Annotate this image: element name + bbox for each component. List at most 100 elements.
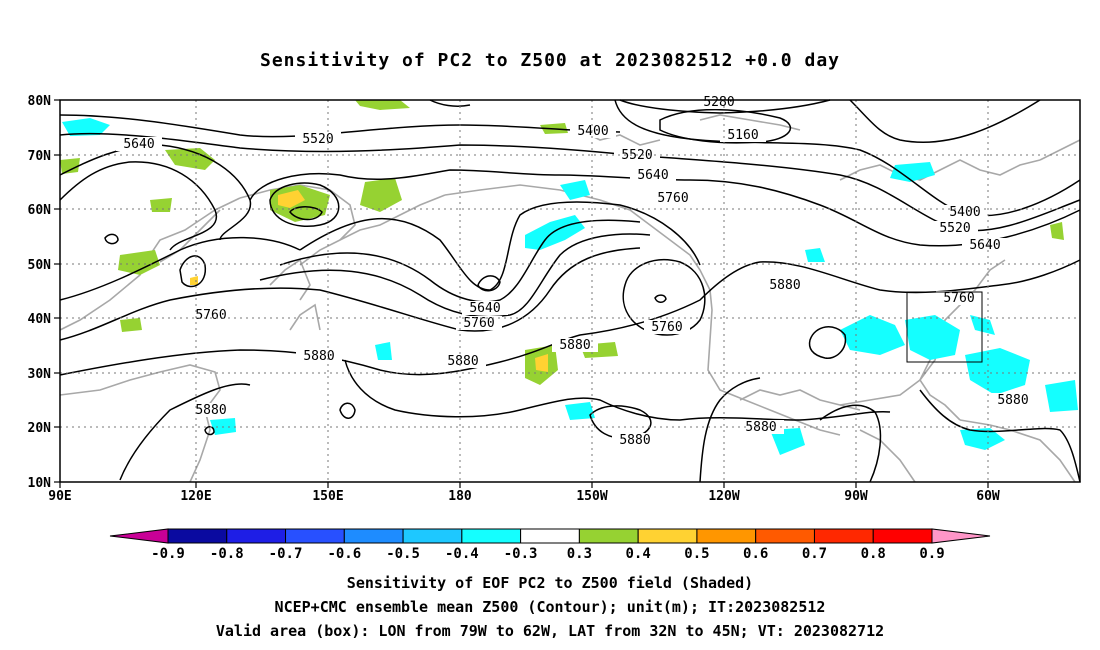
colorbar-cell [872, 528, 933, 544]
contour-label: 5760 [188, 308, 234, 323]
lon-label: 120W [708, 489, 739, 504]
contour-label-5880: 5880 [997, 393, 1028, 408]
lat-label: 80N [28, 94, 52, 109]
colorbar-label: -0.7 [269, 546, 303, 562]
colorbar-high-triangle [931, 528, 991, 544]
contour-label-5640: 5640 [123, 137, 154, 152]
contour-label-5880: 5880 [195, 403, 226, 418]
contour-label-5760: 5760 [463, 316, 494, 331]
contour-label-5280: 5280 [703, 95, 734, 110]
lat-label: 60N [28, 203, 52, 218]
contour-label-5880: 5880 [619, 433, 650, 448]
contour-label-5880: 5880 [447, 354, 478, 369]
colorbar-label: 0.9 [919, 546, 944, 562]
map-frame [59, 99, 1081, 483]
lon-label: 60W [976, 489, 1000, 504]
contour-label-5160: 5160 [727, 128, 758, 143]
lat-label: 50N [28, 258, 52, 273]
colorbar-cell [343, 528, 404, 544]
colorbar-label: 0.6 [743, 546, 768, 562]
contour-label: 5880 [738, 420, 784, 435]
lat-label: 30N [28, 367, 52, 382]
contour-label-5760: 5760 [651, 320, 682, 335]
contour-label-5520: 5520 [939, 221, 970, 236]
colorbar-cell [461, 528, 522, 544]
contour-label: 5760 [644, 320, 690, 335]
contour-label: 5640 [630, 168, 676, 183]
contour-label-5520: 5520 [302, 132, 333, 147]
contour-label-5640: 5640 [469, 301, 500, 316]
contour-label-5640: 5640 [637, 168, 668, 183]
colorbar-label: -0.4 [445, 546, 479, 562]
contour-labels: 5280 5160 5400 5520 5640 5520 5640 5760 … [116, 95, 1036, 448]
contour-label-5640: 5640 [969, 238, 1000, 253]
contour-label-5880: 5880 [745, 420, 776, 435]
contour-label: 5880 [440, 354, 486, 369]
colorbar-label: 0.4 [626, 546, 651, 562]
contour-label: 5880 [296, 349, 342, 364]
lon-label: 90W [844, 489, 868, 504]
contour-label-5760: 5760 [195, 308, 226, 323]
gridlines [60, 100, 1080, 482]
lat-labels: 80N 70N 60N 50N 40N 30N 20N 10N [28, 94, 52, 491]
colorbar-label: 0.5 [684, 546, 709, 562]
axis-ticks [54, 99, 989, 488]
plot-title: Sensitivity of PC2 to Z500 at 2023082512… [259, 50, 840, 71]
contour-label: 5160 [720, 128, 766, 143]
colorbar-label: 0.7 [802, 546, 827, 562]
colorbar-label: -0.5 [386, 546, 420, 562]
colorbar-cell [226, 528, 287, 544]
contour-label: 5400 [570, 124, 616, 139]
lat-label: 40N [28, 312, 52, 327]
colorbar-cell [520, 528, 580, 544]
lon-label: 150E [312, 489, 343, 504]
colorbar-cell [167, 528, 228, 544]
colorbar-cell [578, 528, 639, 544]
colorbar-label: 0.3 [567, 546, 592, 562]
colorbar-cell [755, 528, 815, 544]
valid-area-box [906, 291, 983, 363]
colorbar-label: -0.8 [210, 546, 244, 562]
lon-label: 120E [180, 489, 211, 504]
contour-label: 5760 [456, 316, 502, 331]
contour-label: 5880 [990, 393, 1036, 408]
lon-labels: 90E 120E 150E 180 150W 120W 90W 60W [48, 489, 1000, 504]
colorbar-cell [813, 528, 874, 544]
contour-label-5880: 5880 [769, 278, 800, 293]
colorbar-label: -0.9 [151, 546, 185, 562]
lon-label: 90E [48, 489, 71, 504]
colorbar-cell [637, 528, 698, 544]
footer-line-3: Valid area (box): LON from 79W to 62W, L… [215, 622, 885, 640]
contour-label: 5880 [762, 278, 808, 293]
colorbar-cell [285, 528, 345, 544]
lon-label: 150W [576, 489, 607, 504]
contour-label: 5760 [650, 191, 696, 206]
contour-label: 5520 [932, 221, 978, 236]
contour-label: 5880 [188, 403, 234, 418]
colorbar-low-triangle [109, 528, 169, 544]
contour-label: 5760 [936, 291, 982, 306]
contour-label: 5400 [942, 205, 988, 220]
contour-label-5880: 5880 [559, 338, 590, 353]
lat-label: 70N [28, 149, 52, 164]
colorbar-cell [696, 528, 757, 544]
contour-label-5760: 5760 [943, 291, 974, 306]
lat-label: 20N [28, 421, 52, 436]
contour-label: 5640 [962, 238, 1008, 253]
contour-label: 5280 [696, 95, 742, 110]
contour-label-5880: 5880 [303, 349, 334, 364]
contour-label: 5880 [612, 433, 658, 448]
colorbar-cell [402, 528, 463, 544]
contour-label-5400: 5400 [577, 124, 608, 139]
contour-label: 5640 [116, 137, 162, 152]
lat-label: 10N [28, 476, 52, 491]
contour-label: 5640 [462, 301, 508, 316]
colorbar-label: -0.6 [327, 546, 361, 562]
contour-label: 5880 [552, 338, 598, 353]
colorbar-label: 0.8 [861, 546, 886, 562]
contour-label-5400: 5400 [949, 205, 980, 220]
contour-label: 5520 [295, 132, 341, 147]
contour-label-5760: 5760 [657, 191, 688, 206]
colorbar-label: -0.3 [504, 546, 538, 562]
